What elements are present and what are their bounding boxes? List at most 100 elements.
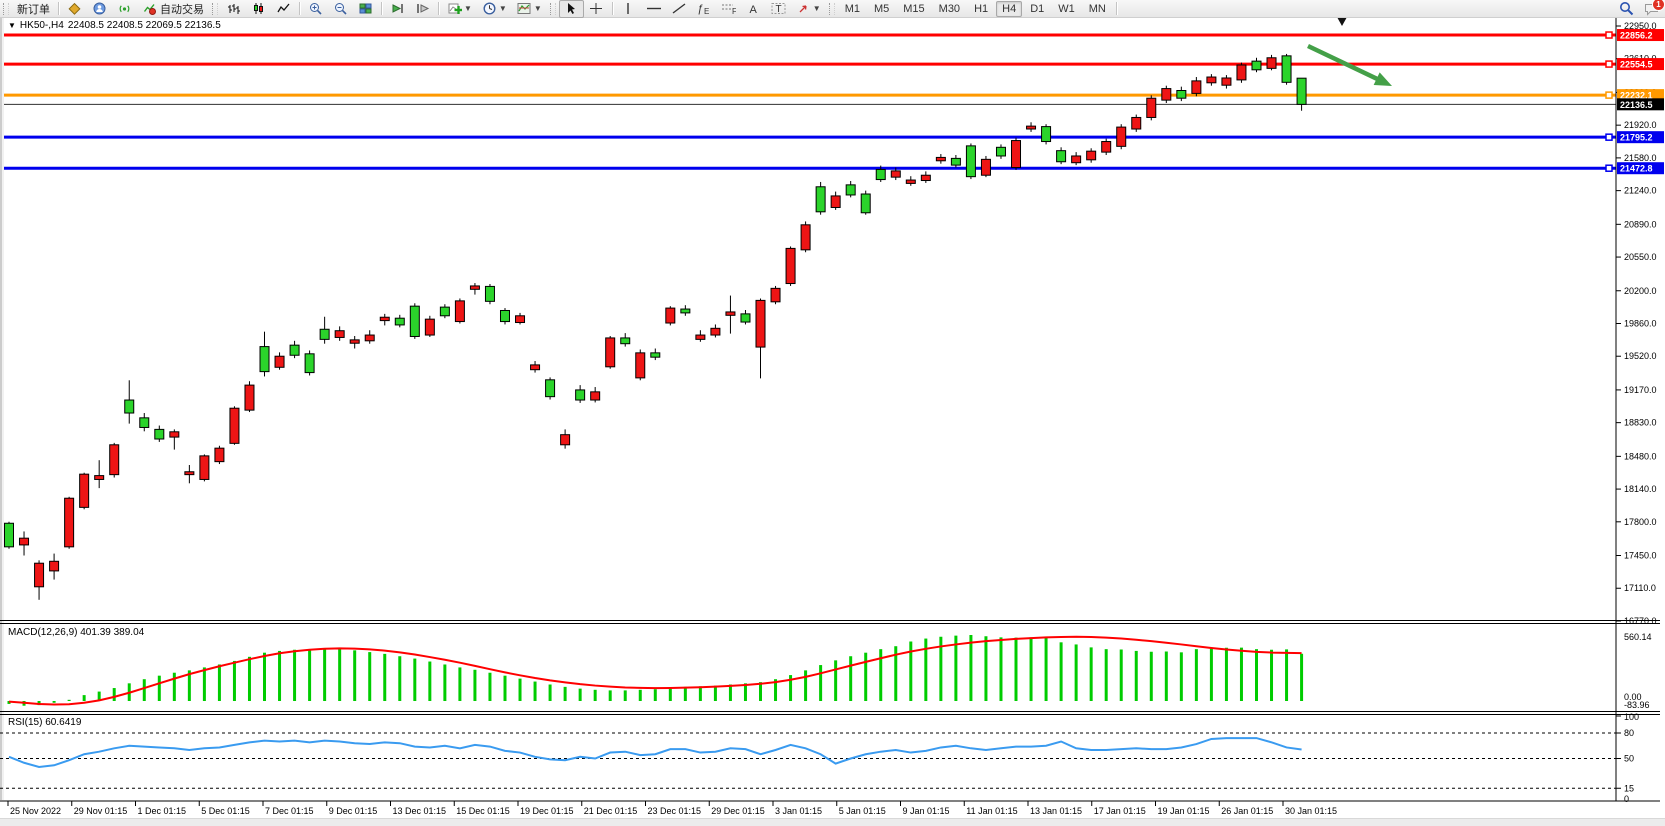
tf-h1-button[interactable]: H1 — [974, 2, 989, 15]
time-tick-label: 21 Dec 01:15 — [584, 806, 638, 816]
tf-h4-button[interactable]: H4 — [996, 0, 1023, 17]
zoom-out-icon[interactable] — [328, 0, 353, 18]
indicators-button[interactable]: ▼ — [442, 0, 477, 18]
text-icon[interactable]: A — [741, 0, 766, 18]
candlestick-icon[interactable] — [246, 0, 271, 18]
tf-w1-button[interactable]: W1 — [1058, 2, 1075, 15]
line-anchor-handle[interactable] — [1605, 60, 1613, 68]
candle-body — [515, 315, 526, 324]
toolbar-grip[interactable] — [828, 2, 835, 15]
new-order-button[interactable]: 新订单 — [12, 0, 55, 19]
candle-body — [575, 389, 586, 401]
templates-button[interactable]: ▼ — [512, 0, 547, 18]
candle-body — [695, 334, 706, 340]
time-tick-label: 7 Dec 01:15 — [265, 806, 314, 816]
price-tick-label: 20200.0 — [1624, 286, 1657, 296]
bar-chart-icon[interactable] — [221, 0, 246, 18]
time-tick-label: 5 Dec 01:15 — [201, 806, 250, 816]
down-triangle-marker-icon[interactable] — [1337, 17, 1347, 26]
mql5-icon[interactable] — [62, 0, 87, 18]
candle-body — [304, 353, 315, 374]
price-tick-label: 19520.0 — [1624, 351, 1657, 361]
zoom-in-icon[interactable] — [303, 0, 328, 18]
line-anchor-handle[interactable] — [1605, 91, 1613, 99]
periods-button[interactable]: ▼ — [477, 0, 512, 18]
search-icon[interactable] — [1619, 2, 1634, 16]
candle-body — [1191, 80, 1202, 94]
tf-m5-button[interactable]: M5 — [873, 2, 890, 15]
shapes-icon[interactable]: ▼ — [791, 0, 826, 18]
tf-m1-button[interactable]: M1 — [844, 2, 860, 15]
candle-body — [875, 168, 886, 181]
line-chart-icon[interactable] — [271, 0, 296, 18]
separator — [611, 2, 613, 15]
candle-body — [905, 179, 916, 184]
toolbar-grip[interactable] — [549, 2, 556, 15]
line-anchor-handle[interactable] — [1605, 31, 1613, 39]
trendline-icon[interactable] — [666, 0, 691, 18]
toolbar-grip[interactable] — [3, 2, 9, 15]
time-tick-label: 3 Jan 01:15 — [775, 806, 822, 816]
svg-text:E: E — [704, 7, 709, 15]
toolbar-grip[interactable] — [212, 2, 218, 15]
vertical-line-icon[interactable] — [616, 0, 641, 18]
time-tick-label: 13 Dec 01:15 — [393, 806, 447, 816]
time-tick-label: 15 Dec 01:15 — [456, 806, 510, 816]
separator — [381, 2, 382, 15]
chart-shift-icon[interactable] — [410, 0, 435, 18]
candle-body — [890, 170, 901, 178]
candle-body — [484, 285, 495, 302]
candle-body — [845, 184, 856, 196]
candle-body — [1011, 140, 1022, 169]
candle-body — [109, 444, 120, 476]
price-tick-label: 17800.0 — [1624, 517, 1657, 527]
candle-body — [785, 247, 796, 285]
time-tick-label: 25 Nov 2022 — [10, 806, 61, 816]
crosshair-icon[interactable] — [584, 0, 609, 18]
price-line-badge-label: 22856.2 — [1620, 31, 1653, 41]
community-icon[interactable] — [87, 0, 112, 18]
candle-body — [860, 193, 871, 214]
tf-m15-button[interactable]: M15 — [903, 2, 925, 15]
trend-arrow-shaft[interactable] — [1307, 43, 1384, 84]
tf-d1-button[interactable]: D1 — [1030, 2, 1045, 15]
chart-background — [0, 17, 1665, 818]
time-tick-label: 9 Dec 01:15 — [329, 806, 378, 816]
expand-triangle-icon[interactable]: ▼ — [8, 20, 16, 30]
tf-m30-button[interactable]: M30 — [938, 2, 961, 15]
text-label-icon[interactable]: T — [766, 0, 791, 18]
trend-arrowhead-icon[interactable] — [1373, 72, 1392, 86]
tf-mn-button[interactable]: MN — [1088, 2, 1106, 15]
candle-body — [49, 560, 60, 572]
tile-windows-icon[interactable] — [353, 0, 378, 18]
candle-body — [815, 186, 826, 213]
cursor-icon[interactable] — [558, 0, 584, 18]
candle-body — [560, 434, 571, 446]
signals-icon[interactable] — [112, 0, 137, 18]
price-tick-label: 18830.0 — [1624, 418, 1657, 428]
candle-body — [394, 317, 405, 326]
auto-scroll-icon[interactable] — [385, 0, 410, 18]
symbol-period-label: HK50-,H4 — [19, 20, 64, 31]
price-line-badge — [1617, 131, 1664, 144]
chart-title: ▼ HK50-,H4 22408.5 22408.5 22069.5 22136… — [8, 20, 221, 31]
candle-body — [545, 379, 556, 398]
time-tick-label: 13 Jan 01:15 — [1030, 806, 1082, 816]
line-anchor-handle[interactable] — [1605, 133, 1613, 141]
candle-body — [620, 337, 631, 345]
horizontal-line-icon[interactable] — [641, 0, 666, 18]
candle-body — [94, 475, 105, 480]
price-tick-label: 18140.0 — [1624, 484, 1657, 494]
candle-body — [124, 399, 135, 414]
line-anchor-handle[interactable] — [1605, 164, 1613, 172]
candle-body — [34, 562, 45, 588]
svg-text:F: F — [732, 7, 736, 15]
fibo-retracement-icon[interactable]: F — [716, 0, 741, 18]
candle-body — [995, 146, 1006, 157]
macd-zero-label: 0.00 — [1624, 692, 1642, 702]
notification-icon[interactable]: 1 — [1644, 0, 1665, 16]
autotrading-button[interactable]: 自动交易 — [137, 0, 209, 19]
